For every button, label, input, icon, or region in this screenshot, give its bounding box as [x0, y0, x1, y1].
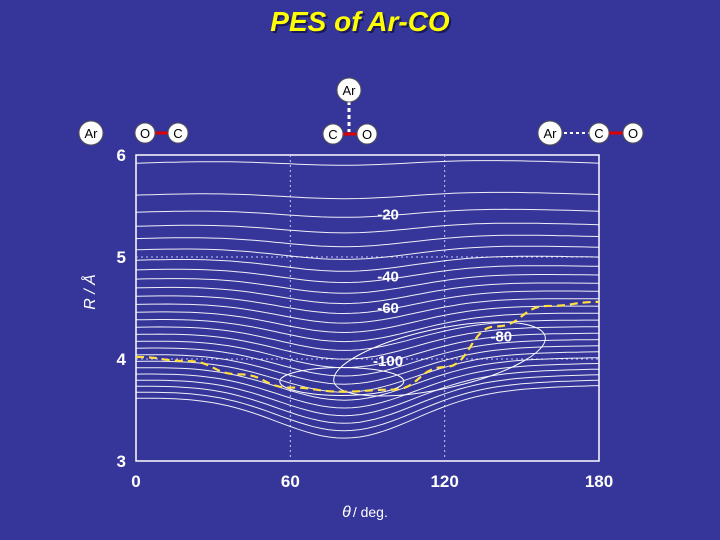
contour-line [136, 305, 599, 334]
contour-line [136, 363, 599, 409]
contour-label: -100 [373, 353, 403, 370]
x-tick-label: 0 [131, 472, 140, 491]
contour-line [136, 339, 599, 377]
svg-text:C: C [594, 126, 603, 141]
svg-text:O: O [628, 126, 638, 141]
contour-line [136, 345, 599, 385]
contour-line [136, 374, 599, 424]
contour-line [136, 160, 599, 166]
contour-line [136, 191, 599, 200]
x-tick-label: 120 [430, 472, 458, 491]
contour-label: -80 [490, 329, 512, 346]
svg-text:C: C [173, 126, 182, 141]
y-tick-label: 6 [117, 146, 126, 165]
contour-line [136, 326, 599, 360]
svg-text:Ar: Ar [343, 83, 357, 98]
chart-title: PES of Ar-CO [270, 6, 450, 37]
contour-loop-inner [279, 366, 405, 396]
plot-frame [135, 154, 600, 462]
x-tick-labels: 0 60 120 180 [131, 472, 613, 491]
atom-o-left [134, 122, 156, 144]
contour-line [136, 319, 599, 351]
y-axis-label: R / Å [80, 274, 99, 310]
contour-line [136, 234, 599, 248]
contour-line [136, 255, 599, 272]
svg-text:O: O [362, 127, 372, 142]
svg-text:Ar: Ar [85, 126, 99, 141]
svg-text:Ar: Ar [544, 126, 558, 141]
y-tick-label: 5 [117, 248, 126, 267]
atom-o-right [622, 122, 644, 144]
contour-line [136, 282, 599, 305]
contour-line [136, 332, 599, 369]
contour-label: -20 [377, 206, 399, 223]
contour-line [136, 222, 599, 234]
contour-line [136, 265, 599, 284]
y-tick-label: 3 [117, 452, 126, 471]
theta-symbol: θ [342, 504, 351, 521]
x-tick-label: 180 [585, 472, 613, 491]
atom-ar-right [537, 120, 563, 146]
x-axis-unit: / deg. [353, 504, 388, 520]
contour-line [136, 368, 599, 417]
contour-line [136, 245, 599, 260]
contour-loop-outer [333, 321, 546, 397]
atom-o-middle [356, 123, 378, 145]
y-tick-label: 4 [117, 350, 127, 369]
dotted-grid [136, 155, 599, 461]
molecule-middle: Ar C O [322, 77, 378, 145]
contour-line [136, 385, 599, 439]
x-axis-label: θ / deg. [342, 504, 388, 521]
atom-ar-left [78, 120, 104, 146]
contour-line [136, 312, 599, 343]
y-tick-labels: 3 4 5 6 [117, 146, 127, 471]
atom-c-middle [322, 123, 344, 145]
x-tick-label: 60 [281, 472, 300, 491]
contour-line [136, 379, 599, 432]
molecule-left: Ar O C [78, 120, 189, 146]
contour-line [136, 208, 599, 218]
minimum-energy-path [135, 300, 600, 393]
svg-text:O: O [140, 126, 150, 141]
atom-c-left [167, 122, 189, 144]
contour-line [136, 298, 599, 324]
contour-line [136, 357, 599, 401]
atom-ar-middle [336, 77, 362, 103]
contour-label: -40 [377, 268, 399, 285]
atom-c-right [588, 122, 610, 144]
contour-lines [136, 160, 599, 439]
contour-line [136, 290, 599, 315]
svg-text:C: C [328, 127, 337, 142]
contour-line [136, 274, 599, 294]
contour-label: -60 [377, 300, 399, 317]
molecule-right: Ar C O [537, 120, 644, 146]
contour-labels: -20 -40 -60 -80 -100 [373, 206, 512, 370]
